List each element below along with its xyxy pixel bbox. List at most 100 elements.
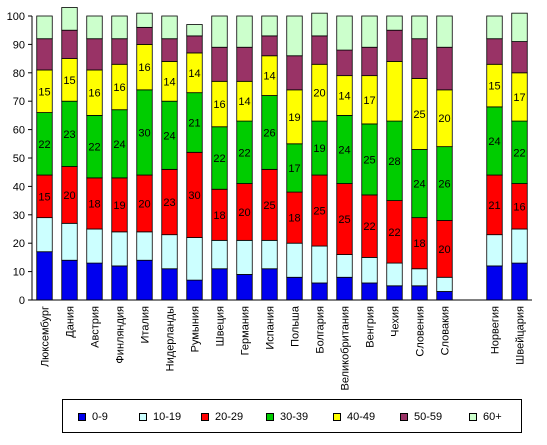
bar-segment — [161, 38, 178, 62]
data-label: 18 — [288, 213, 300, 225]
y-tick-label: 20 — [13, 238, 25, 250]
bar-segment — [186, 279, 203, 301]
data-label: 15 — [38, 86, 50, 98]
bar-segment — [386, 61, 403, 122]
x-tick-label: Дания — [65, 306, 77, 338]
legend-swatch — [400, 413, 408, 421]
bar-segment — [386, 15, 403, 31]
data-label: 16 — [513, 201, 525, 213]
bar-segment — [61, 222, 78, 261]
stacked-bar-chart: 0 10 20 30 40 50 60 70 80 90 100 15 22 15 Люксембург 20… — [7, 7, 532, 390]
bar-segment — [486, 38, 503, 65]
legend-label: 10-19 — [153, 411, 182, 423]
bar-segment — [361, 282, 378, 301]
y-tick-label: 60 — [13, 125, 25, 137]
bar-segment — [86, 262, 103, 301]
data-label: 23 — [63, 129, 75, 141]
data-label: 20 — [438, 113, 450, 125]
x-tick-label: Австрия — [90, 306, 102, 348]
data-label: 25 — [313, 206, 325, 218]
bar-segment — [86, 228, 103, 264]
bar-segment — [61, 29, 78, 60]
bar-segment — [211, 239, 228, 270]
bar-segment — [511, 228, 528, 264]
data-label: 19 — [313, 143, 325, 155]
data-label: 20 — [63, 190, 75, 202]
bar-segment — [286, 15, 303, 57]
bar-segment — [361, 256, 378, 284]
bar-segment — [261, 35, 278, 57]
y-tick-label: 10 — [13, 267, 25, 279]
legend-label: 30-39 — [280, 411, 309, 423]
bar-segment — [311, 245, 328, 284]
legend-swatch — [139, 413, 147, 421]
x-tick-label: Норвегия — [490, 306, 502, 354]
bar-segment — [211, 15, 228, 48]
data-label: 26 — [438, 179, 450, 191]
data-label: 26 — [263, 127, 275, 139]
data-label: 24 — [413, 179, 425, 191]
x-tick-label: Румыния — [190, 306, 202, 352]
legend-label: 40-49 — [347, 411, 376, 423]
data-label: 22 — [363, 221, 375, 233]
bar-segment — [111, 231, 128, 267]
y-tick-label: 80 — [13, 68, 25, 80]
bar-segment — [286, 55, 303, 91]
y-tick-label: 50 — [13, 153, 25, 165]
bar-segment — [486, 234, 503, 267]
bar-segment — [511, 12, 528, 42]
legend-label: 20-29 — [215, 411, 244, 423]
bar-segment — [486, 15, 503, 40]
data-label: 22 — [388, 227, 400, 239]
data-label: 14 — [188, 68, 200, 80]
bar-segment — [111, 38, 128, 65]
legend-swatch — [333, 413, 341, 421]
x-tick-label: Венгрия — [365, 306, 377, 348]
data-label: 24 — [488, 136, 500, 148]
data-label: 22 — [238, 147, 250, 159]
bar-segment — [511, 41, 528, 74]
bar-segment — [386, 262, 403, 287]
bar-segment — [136, 259, 153, 301]
y-tick-label: 40 — [13, 181, 25, 193]
bar-segment — [136, 12, 153, 28]
x-tick-label: Чехия — [390, 306, 402, 337]
data-label: 30 — [188, 190, 200, 202]
data-label: 25 — [338, 214, 350, 226]
bar-segment — [236, 15, 253, 48]
bar-segment — [411, 268, 428, 287]
x-tick-label: Нидерланды — [165, 306, 177, 371]
data-label: 15 — [38, 191, 50, 203]
bar-segment — [236, 46, 253, 82]
y-tick-label: 90 — [13, 39, 25, 51]
data-label: 25 — [363, 154, 375, 166]
data-label: 20 — [438, 244, 450, 256]
bar-segment — [286, 276, 303, 301]
x-tick-label: Италия — [140, 306, 152, 344]
bar-segment — [161, 15, 178, 40]
x-tick-label: Финляндия — [115, 306, 127, 364]
bar-segment — [311, 12, 328, 37]
data-label: 17 — [363, 95, 375, 107]
data-label: 30 — [138, 127, 150, 139]
legend-label: 60+ — [483, 411, 502, 423]
data-label: 24 — [163, 130, 175, 142]
data-label: 18 — [88, 198, 100, 210]
bar-segment — [61, 7, 78, 31]
bar-segment — [36, 38, 53, 71]
data-label: 17 — [288, 163, 300, 175]
legend-label: 0-9 — [92, 411, 108, 423]
bar-segment — [236, 239, 253, 275]
y-tick-label: 100 — [7, 11, 25, 23]
legend-swatch — [78, 413, 86, 421]
bar-segment — [61, 259, 78, 301]
bar-segment — [136, 26, 153, 45]
legend-swatch — [201, 413, 209, 421]
data-label: 16 — [113, 82, 125, 94]
bar-segment — [311, 35, 328, 65]
bar-segment — [311, 282, 328, 301]
data-label: 18 — [413, 238, 425, 250]
data-label: 21 — [488, 200, 500, 212]
bar-segment — [111, 15, 128, 40]
